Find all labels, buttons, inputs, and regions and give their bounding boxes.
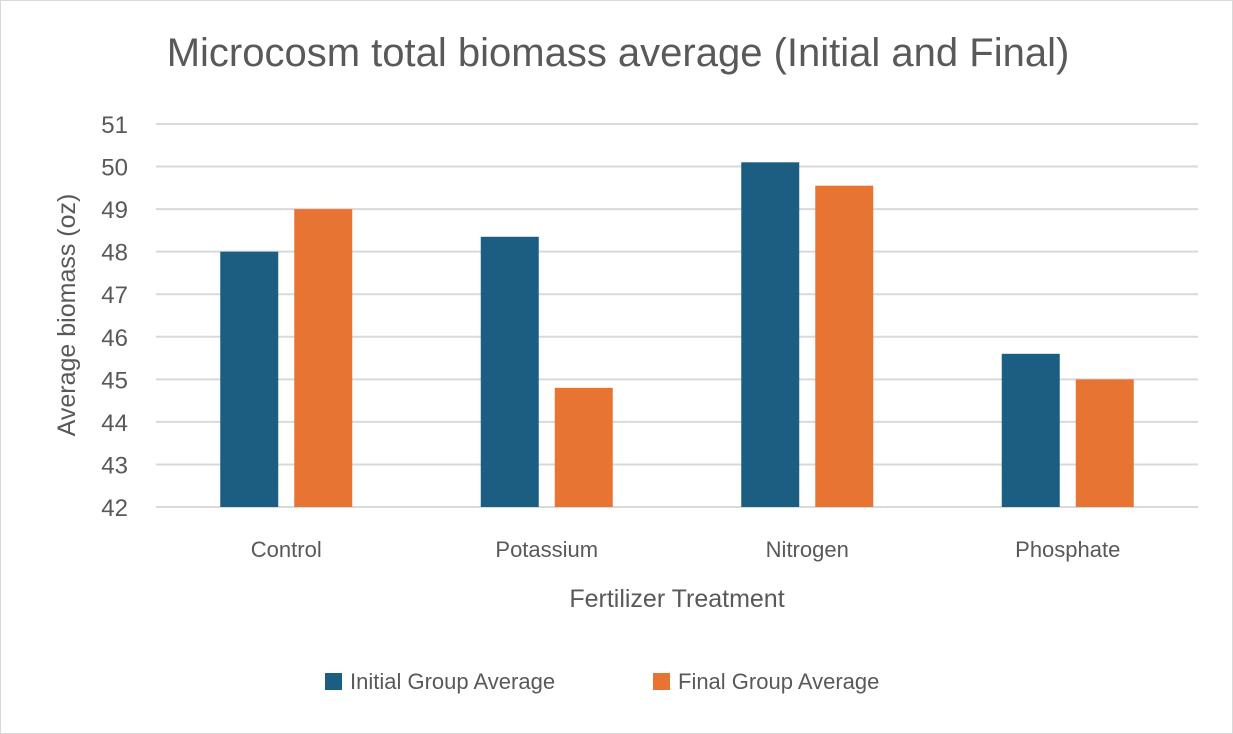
x-category-label: Nitrogen <box>766 537 849 562</box>
y-tick-label: 45 <box>101 367 128 394</box>
bar-potassium-final <box>554 387 613 507</box>
y-tick-label: 46 <box>101 325 128 352</box>
bar-nitrogen-final <box>815 185 874 507</box>
y-tick-label: 43 <box>101 452 128 479</box>
x-category-label: Control <box>251 537 322 562</box>
y-tick-label: 44 <box>101 410 128 437</box>
y-tick-label: 47 <box>101 282 128 309</box>
x-axis-title: Fertilizer Treatment <box>569 585 784 613</box>
bar-control-final <box>294 209 353 507</box>
y-tick-label: 42 <box>101 495 128 522</box>
y-tick-label: 50 <box>101 155 128 182</box>
legend: Initial Group Average Final Group Average <box>325 669 879 694</box>
legend-swatch <box>325 673 342 690</box>
bar-phosphate-final <box>1075 379 1134 507</box>
bar-potassium-initial <box>480 236 539 507</box>
x-category-label: Potassium <box>495 537 598 562</box>
x-axis-categories: Control Potassium Nitrogen Phosphate <box>251 537 1121 562</box>
legend-label: Initial Group Average <box>350 669 555 694</box>
chart-title: Microcosm total biomass average (Initial… <box>167 31 1070 75</box>
y-tick-label: 51 <box>101 112 128 139</box>
bar-nitrogen-initial <box>741 162 800 508</box>
y-tick-label: 49 <box>101 197 128 224</box>
legend-label: Final Group Average <box>678 669 879 694</box>
y-tick-label: 48 <box>101 240 128 267</box>
legend-swatch <box>653 673 670 690</box>
bar-phosphate-initial <box>1001 353 1060 507</box>
bars <box>220 162 1134 508</box>
bar-control-initial <box>220 251 279 507</box>
y-axis-ticks: 42 43 44 45 46 47 48 49 50 51 <box>101 112 128 522</box>
y-axis-title: Average biomass (oz) <box>53 194 81 437</box>
x-category-label: Phosphate <box>1015 537 1120 562</box>
